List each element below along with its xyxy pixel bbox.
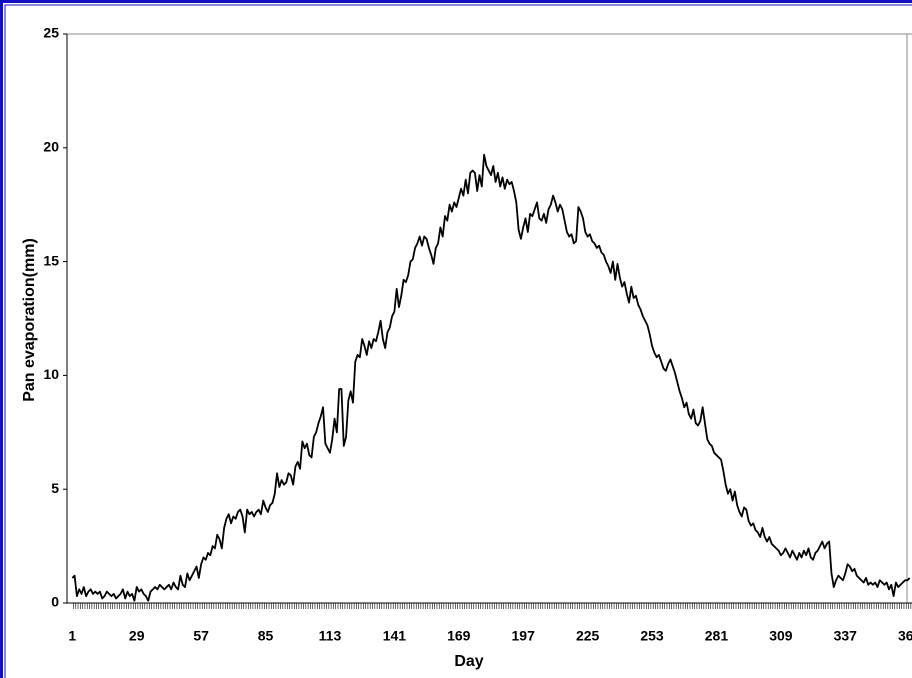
y-tick-label: 0	[51, 594, 59, 610]
x-tick-label: 365	[898, 628, 912, 644]
y-tick-label: 10	[43, 366, 59, 382]
x-tick-label: 29	[129, 628, 145, 644]
x-tick-label: 169	[447, 628, 471, 644]
x-tick-label: 1	[68, 628, 76, 644]
x-tick-label: 113	[319, 628, 342, 644]
y-tick-label: 15	[43, 252, 59, 268]
y-axis-label: Pan evaporation(mm)	[21, 238, 38, 402]
y-tick-label: 5	[51, 480, 59, 496]
x-tick-label: 281	[705, 628, 729, 644]
plot-area	[67, 33, 912, 603]
y-tick-label: 20	[43, 139, 59, 155]
x-tick-label: 225	[576, 628, 600, 644]
x-tick-label: 85	[258, 628, 274, 644]
x-tick-label: 337	[834, 628, 858, 644]
x-tick-label: 197	[512, 628, 536, 644]
x-tick-label: 141	[383, 628, 407, 644]
x-tick-label: 309	[769, 628, 793, 644]
x-axis-label: Day	[454, 653, 483, 670]
frame-inner	[4, 4, 912, 678]
x-tick-label: 253	[640, 628, 664, 644]
data-line	[71, 153, 911, 602]
x-tick-label: 57	[193, 628, 209, 644]
y-tick-label: 25	[43, 25, 59, 41]
